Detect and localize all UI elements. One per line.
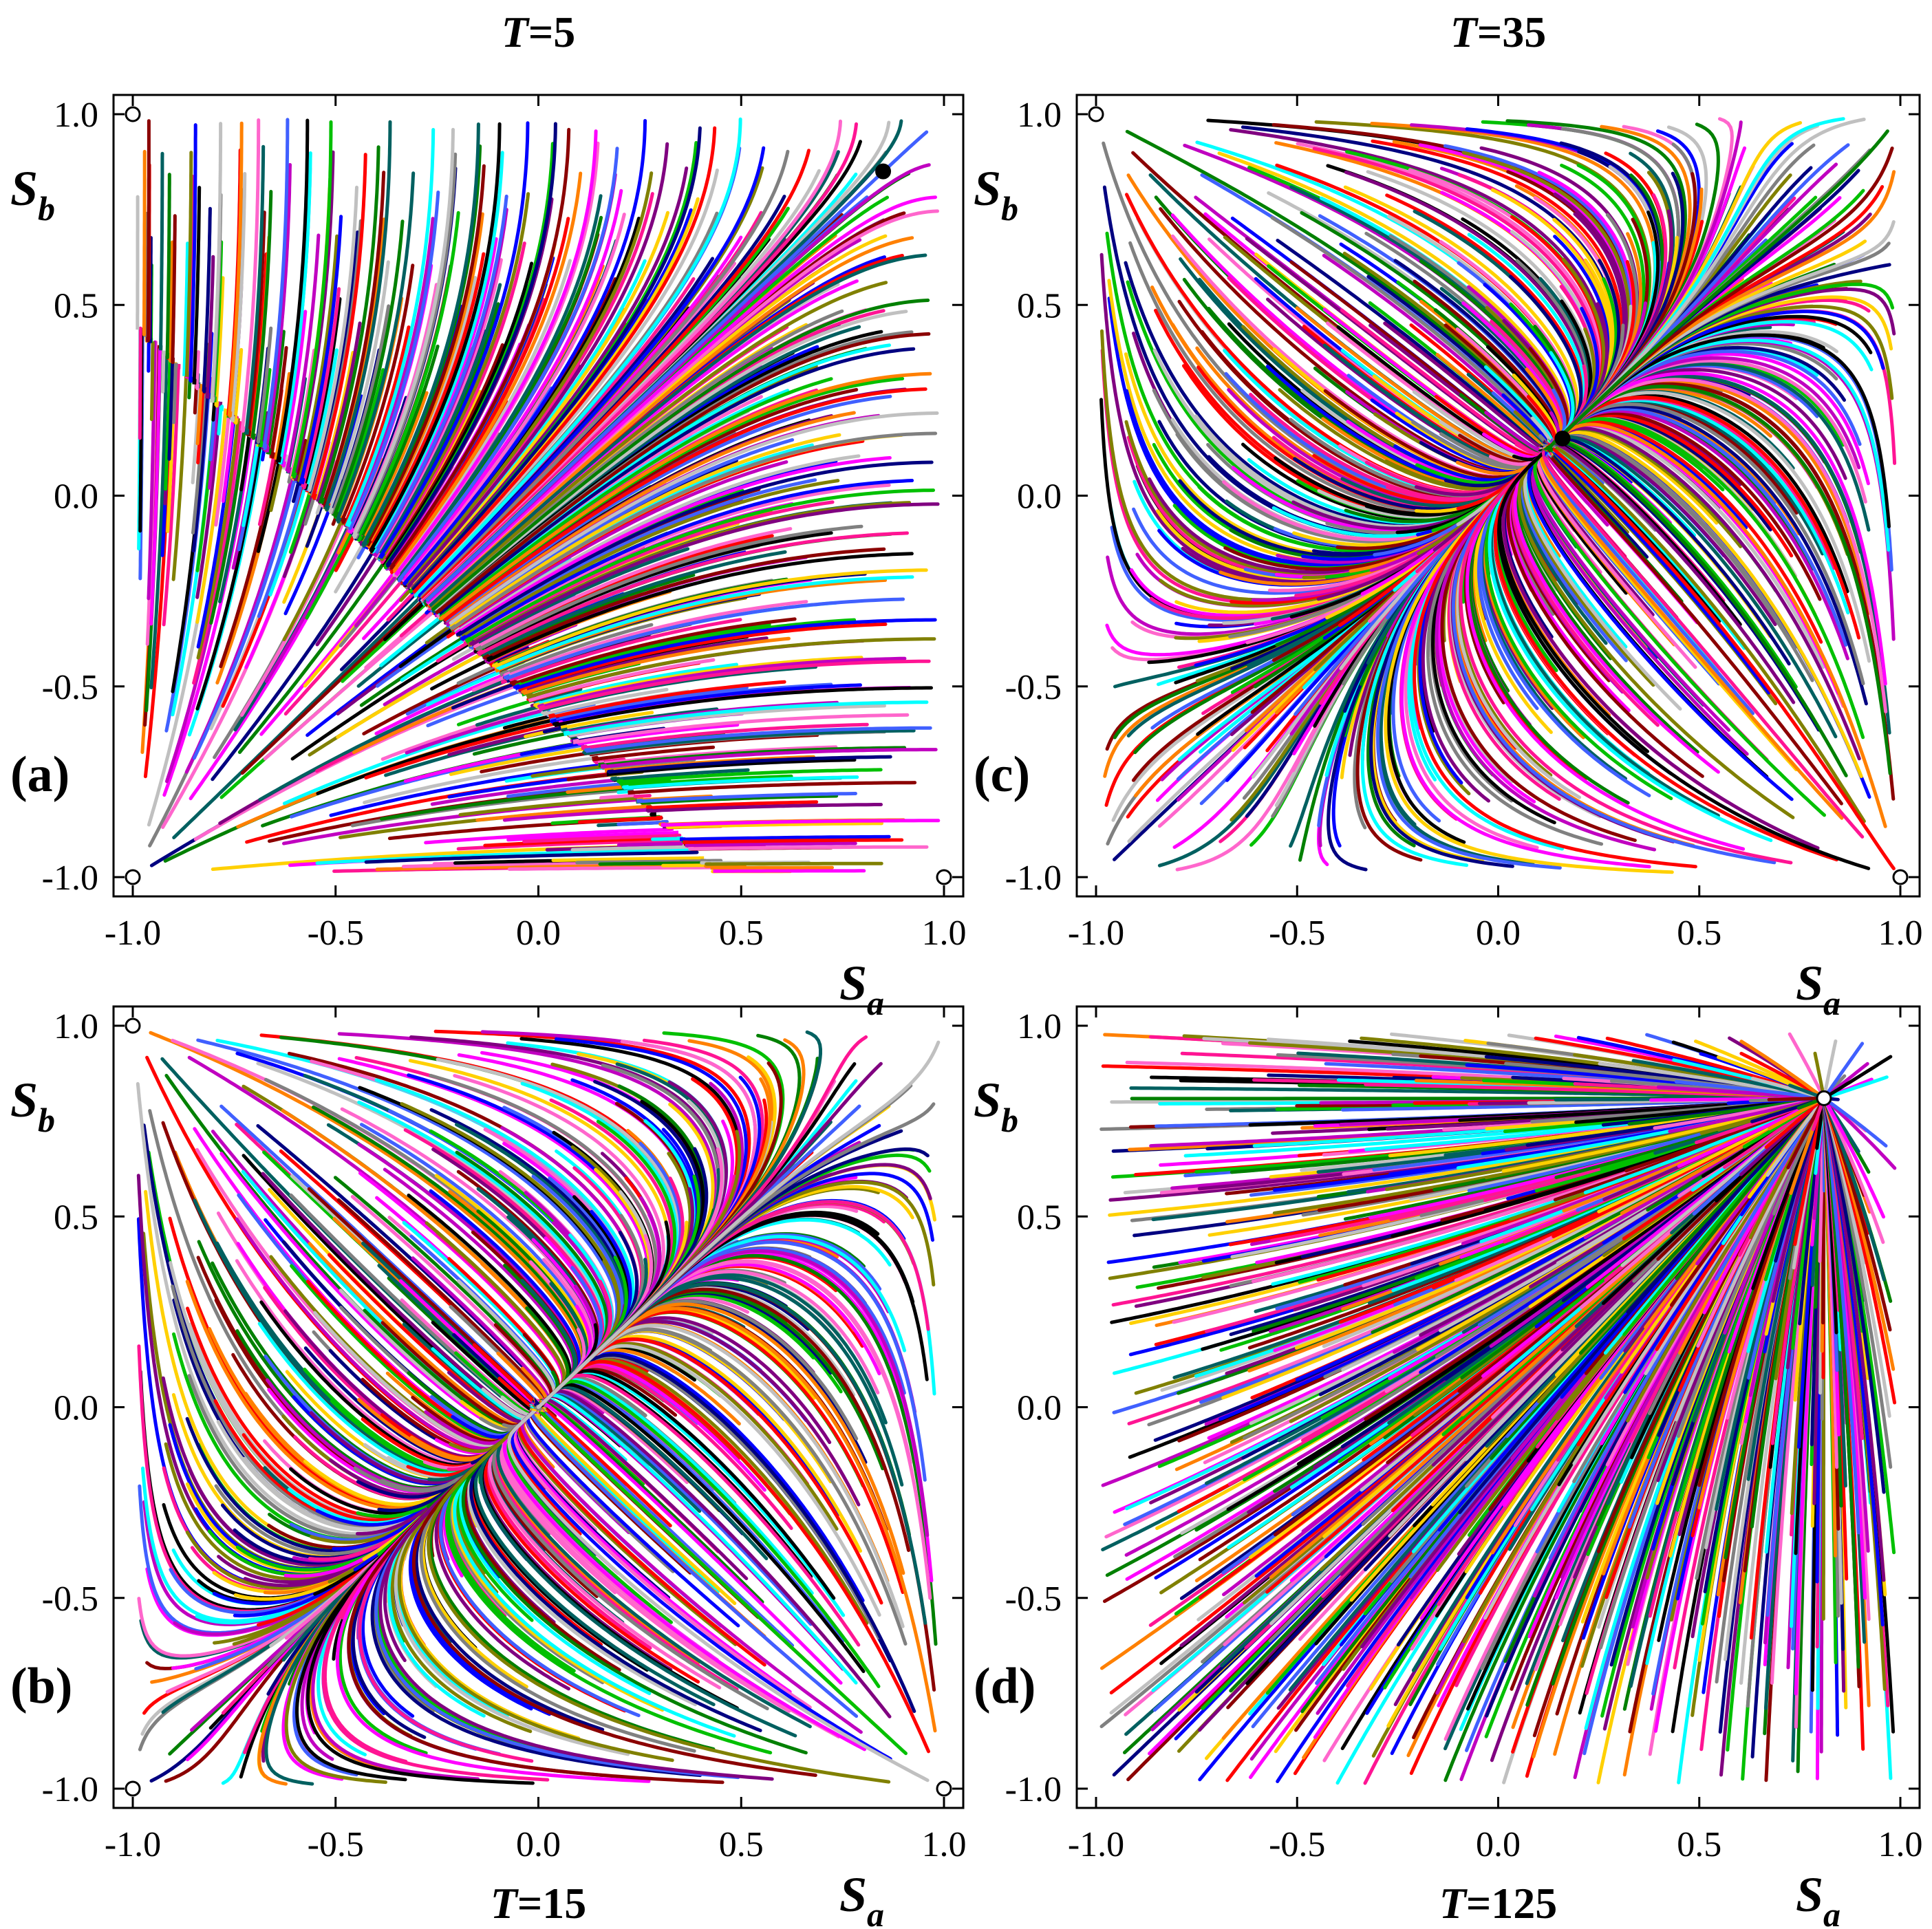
fixed-point-stable <box>877 164 890 178</box>
x-tick-label: 0.5 <box>719 914 764 953</box>
trajectory-line <box>151 341 153 419</box>
x-tick-label: 1.0 <box>1878 914 1923 953</box>
x-axis-label: Sa <box>839 1867 884 1929</box>
fixed-point-unstable <box>937 870 951 884</box>
x-tick-label: 0.0 <box>1476 1825 1521 1864</box>
x-axis-label: Sa <box>1796 956 1840 1022</box>
trajectories <box>1102 119 1895 872</box>
trajectory-line <box>685 843 856 845</box>
y-tick-label: -1.0 <box>42 859 98 898</box>
x-tick-label: 1.0 <box>922 1825 967 1864</box>
y-tick-label: 0.0 <box>1017 477 1062 517</box>
y-tick-label: -1.0 <box>1005 859 1062 898</box>
x-tick-label: -0.5 <box>1269 1825 1325 1864</box>
panel-title: T=35 <box>1450 8 1547 56</box>
x-tick-label: 0.5 <box>1677 1825 1721 1864</box>
y-tick-label: -1.0 <box>1005 1770 1062 1809</box>
y-tick-label: 1.0 <box>54 1007 98 1046</box>
x-axis-label: Sa <box>1796 1867 1840 1929</box>
panel-title: T=15 <box>491 1879 587 1928</box>
trajectory-line <box>711 867 833 868</box>
y-tick-label: 0.5 <box>1017 1198 1062 1237</box>
x-tick-label: 1.0 <box>1878 1825 1923 1864</box>
trajectories <box>138 1031 938 1784</box>
trajectory-line <box>160 153 162 350</box>
trajectory-line <box>174 363 177 422</box>
trajectory-line <box>652 814 656 815</box>
panel-label: (c) <box>974 746 1030 803</box>
panel-c: -1.0 -0.5 0.0 0.5 1.0 -1.0 -0.5 0.0 0.5 1.0 Sb Sa (c… <box>974 8 1923 1022</box>
y-tick-label: -0.5 <box>1005 1580 1062 1619</box>
trajectory-line <box>197 352 199 389</box>
trajectory-line <box>653 838 683 839</box>
trajectory-line <box>258 1064 604 1409</box>
x-tick-label: -1.0 <box>105 914 161 953</box>
panel-b: -1.0 -0.5 0.0 0.5 1.0 -1.0 -0.5 0.0 0.5 1.0 Sb Sa (b… <box>10 1006 967 1929</box>
trajectory-line <box>707 863 882 864</box>
fixed-point-unstable <box>126 1782 140 1796</box>
trajectory-line <box>173 216 175 363</box>
panel-label: (d) <box>974 1658 1035 1714</box>
x-tick-label: 1.0 <box>922 914 967 953</box>
y-tick-label: 0.0 <box>1017 1389 1062 1428</box>
fixed-point-unstable <box>937 1782 951 1796</box>
trajectory-line <box>635 796 650 797</box>
trajectory-line <box>219 407 222 434</box>
y-tick-label: 0.5 <box>1017 286 1062 325</box>
trajectory-line <box>601 795 635 798</box>
trajectory-line <box>683 840 901 843</box>
y-tick-label: 0.5 <box>54 1198 98 1237</box>
y-tick-label: -0.5 <box>42 1580 98 1619</box>
fixed-point-unstable <box>126 1019 140 1033</box>
x-tick-label: 0.0 <box>516 914 561 953</box>
fixed-point-unstable <box>1817 1091 1831 1105</box>
fixed-point-unstable <box>126 870 140 884</box>
y-tick-label: 1.0 <box>1017 96 1062 135</box>
trajectory-line <box>163 351 164 392</box>
fixed-point-unstable <box>1893 870 1907 884</box>
trajectory-line <box>509 867 713 869</box>
y-axis-label: Sb <box>974 161 1018 228</box>
panel-d: -1.0 -0.5 0.0 0.5 1.0 -1.0 -0.5 0.0 0.5 1.0 Sb Sa (d… <box>974 1006 1923 1929</box>
y-tick-label: 0.0 <box>54 1389 98 1428</box>
panel-label: (a) <box>10 746 69 803</box>
trajectory-line <box>167 175 169 358</box>
x-tick-label: -0.5 <box>1269 914 1325 953</box>
trajectory-line <box>688 847 927 849</box>
x-axis-label: Sa <box>839 956 884 1022</box>
trajectories <box>1102 1034 1895 1783</box>
trajectory-line <box>148 121 149 341</box>
x-tick-label: -0.5 <box>308 1825 364 1864</box>
panel-a: -1.0 -0.5 0.0 0.5 1.0 -1.0 -0.5 0.0 0.5 1.0 Sb Sa (a… <box>10 8 967 1022</box>
fixed-point-stable <box>1556 431 1569 445</box>
trajectories <box>138 119 938 872</box>
y-tick-label: 1.0 <box>54 96 98 135</box>
trajectory-line <box>619 843 687 845</box>
x-tick-label: -1.0 <box>1068 914 1124 953</box>
fixed-point-unstable <box>1089 107 1103 121</box>
x-tick-label: -1.0 <box>1068 1825 1124 1864</box>
fixed-point-unstable <box>126 107 140 121</box>
x-tick-label: 0.0 <box>516 1825 561 1864</box>
panel-label: (b) <box>10 1658 72 1714</box>
y-tick-label: 0.5 <box>54 286 98 325</box>
y-axis-label: Sb <box>10 1073 55 1139</box>
x-tick-label: -1.0 <box>105 1825 161 1864</box>
panel-title: T=125 <box>1439 1879 1558 1928</box>
y-axis-label: Sb <box>10 161 55 228</box>
y-tick-label: -1.0 <box>42 1770 98 1809</box>
y-tick-label: -0.5 <box>42 668 98 707</box>
y-tick-label: -0.5 <box>1005 668 1062 707</box>
x-tick-label: -0.5 <box>308 914 364 953</box>
x-tick-label: 0.5 <box>719 1825 764 1864</box>
y-tick-label: 1.0 <box>1017 1007 1062 1046</box>
y-tick-label: 0.0 <box>54 477 98 517</box>
x-tick-label: 0.0 <box>1476 914 1521 953</box>
x-tick-label: 0.5 <box>1677 914 1721 953</box>
y-axis-label: Sb <box>974 1073 1018 1139</box>
panel-title: T=5 <box>502 8 576 56</box>
